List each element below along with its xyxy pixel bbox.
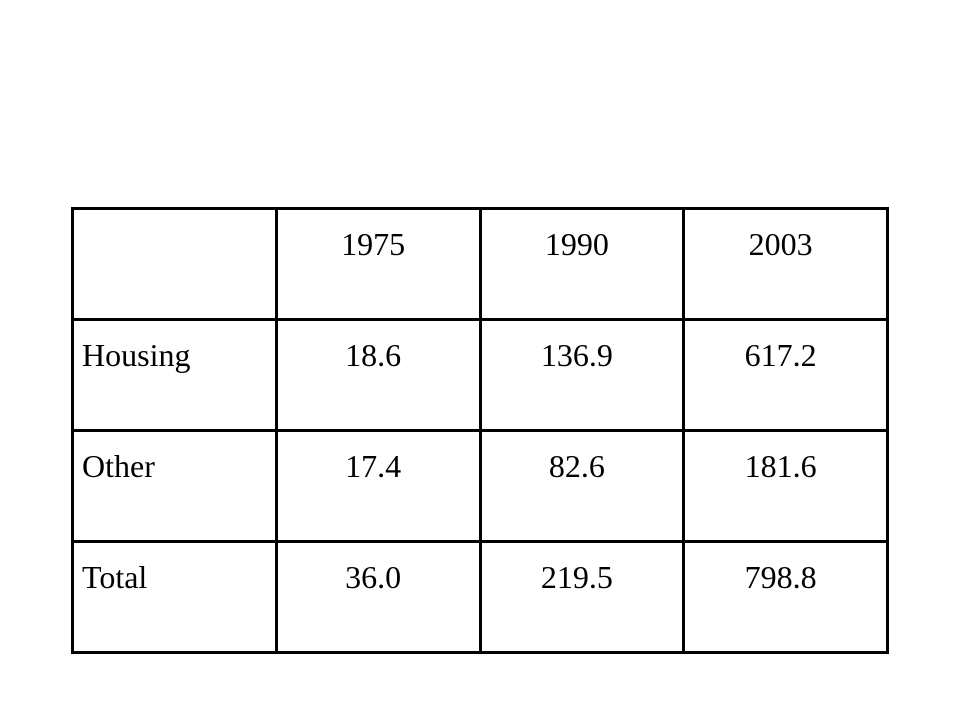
value-cell: 82.6: [478, 429, 686, 543]
cell-value: 82.6: [548, 448, 605, 484]
table-row-total: Total 36.0 219.5 798.8: [71, 540, 889, 654]
value-cell: 617.2: [682, 318, 889, 432]
column-header: 2003: [748, 226, 813, 262]
row-label: Housing: [82, 337, 191, 373]
value-cell: 18.6: [274, 318, 482, 432]
header-cell-2003: 2003: [682, 207, 889, 321]
value-cell: 798.8: [682, 540, 889, 654]
table-row-other: Other 17.4 82.6 181.6: [71, 429, 889, 543]
column-header: 1975: [341, 226, 406, 262]
row-label-cell: Housing: [71, 318, 278, 432]
cell-value: 181.6: [744, 448, 817, 484]
cell-value: 18.6: [345, 337, 402, 373]
value-cell: 136.9: [478, 318, 686, 432]
column-header: 1990: [544, 226, 609, 262]
cell-value: 798.8: [744, 559, 817, 595]
cell-value: 17.4: [345, 448, 402, 484]
header-row: 1975 1990 2003: [71, 207, 889, 321]
cell-value: 136.9: [540, 337, 613, 373]
header-cell-1975: 1975: [274, 207, 482, 321]
header-cell-1990: 1990: [478, 207, 686, 321]
row-label-cell: Total: [71, 540, 278, 654]
cell-value: 617.2: [744, 337, 817, 373]
table-row-housing: Housing 18.6 136.9 617.2: [71, 318, 889, 432]
value-cell: 17.4: [274, 429, 482, 543]
value-cell: 36.0: [274, 540, 482, 654]
row-label-cell: Other: [71, 429, 278, 543]
value-cell: 181.6: [682, 429, 889, 543]
cell-value: 36.0: [345, 559, 402, 595]
row-label: Total: [82, 559, 148, 595]
data-table: 1975 1990 2003 Housing 18.6 136.9 617.2 …: [71, 207, 889, 654]
cell-value: 219.5: [540, 559, 613, 595]
header-corner-cell: [71, 207, 278, 321]
row-label: Other: [82, 448, 155, 484]
value-cell: 219.5: [478, 540, 686, 654]
